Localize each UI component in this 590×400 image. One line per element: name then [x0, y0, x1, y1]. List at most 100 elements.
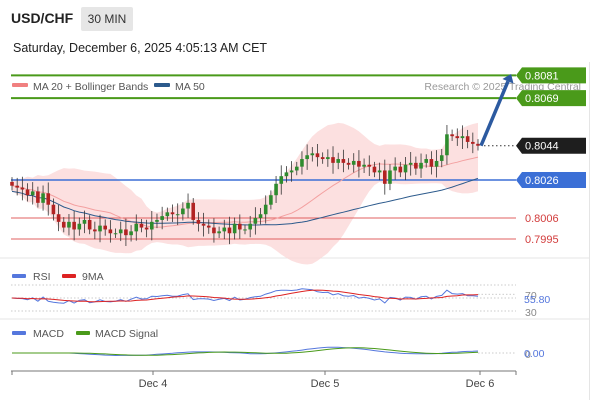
chart-area[interactable]: MA 20 + Bollinger Bands MA 50 Research ©…: [0, 62, 590, 400]
rsi-ma-swatch: [62, 274, 76, 278]
candle-body: [191, 202, 196, 220]
candle-body: [243, 229, 247, 231]
candle-body: [113, 233, 118, 235]
macd-signal-line: [12, 347, 479, 356]
candle-body: [294, 166, 299, 171]
ma20-legend-label: MA 20 + Bollinger Bands: [33, 81, 148, 93]
candle-body: [398, 166, 403, 173]
level-label-resistance-1: 0.8069: [525, 93, 559, 105]
candle-body: [310, 153, 315, 156]
interval-label: 30 MIN: [87, 12, 127, 26]
candle-body: [186, 202, 190, 209]
candle-body: [289, 170, 294, 173]
x-tick-label: Dec 5: [311, 378, 340, 390]
candle-body: [46, 193, 51, 205]
candle-body: [222, 227, 227, 232]
candle-body: [93, 229, 97, 232]
rsi-panel: [11, 284, 516, 312]
candle-body: [175, 214, 180, 216]
candle-body: [351, 160, 356, 165]
rsi-legend-label: RSI: [33, 271, 51, 283]
candle-body: [41, 193, 45, 203]
candle-body: [439, 155, 444, 161]
macd-line: [12, 346, 479, 357]
candle-body: [108, 229, 113, 234]
candle-body: [232, 223, 237, 234]
candle-body: [56, 214, 61, 222]
candle-body: [129, 231, 133, 236]
candle-body: [346, 162, 351, 165]
ma20-swatch: [12, 83, 28, 87]
candle-body: [320, 157, 325, 160]
candle-body: [61, 221, 66, 228]
ma50-legend-label: MA 50: [175, 81, 205, 93]
candle-body: [383, 170, 387, 184]
candle-body: [15, 185, 19, 188]
candle-body: [217, 231, 221, 234]
x-tick-label: Dec 6: [466, 378, 495, 390]
ma50-swatch: [154, 83, 170, 87]
candle-body: [429, 159, 434, 167]
candle-body: [372, 166, 377, 173]
bollinger-bands: [12, 122, 478, 265]
candle-body: [155, 219, 159, 222]
candle-body: [393, 166, 397, 171]
rsi-swatch: [12, 274, 26, 278]
candle-body: [201, 223, 206, 226]
candle-body: [103, 225, 107, 230]
bollinger-band-fill: [12, 122, 478, 265]
candle-body: [388, 170, 392, 184]
candle-body: [263, 204, 268, 215]
rsi-level-70-label: 70: [525, 290, 537, 302]
rsi-last-value: 55.80: [524, 294, 550, 306]
level-label-resistance-2: 0.8081: [525, 70, 559, 82]
candle-body: [419, 162, 423, 169]
candle-body: [362, 164, 366, 167]
candle-body: [300, 159, 304, 167]
interval-badge[interactable]: 30 MIN: [81, 7, 133, 31]
candle-body: [181, 208, 185, 215]
chart-header: USD/CHF 30 MIN Saturday, December 6, 202…: [0, 0, 590, 62]
main-legend: MA 20 + Bollinger Bands MA 50: [12, 81, 205, 93]
candle-body: [212, 227, 216, 234]
candlesticks: [10, 124, 480, 247]
rsi-level-30-label: 30: [525, 307, 537, 319]
candle-body: [331, 157, 335, 163]
candle-body: [274, 183, 278, 196]
candle-body: [434, 160, 439, 167]
candle-body: [367, 164, 372, 167]
candle-body: [25, 189, 30, 196]
level-label-pivot: 0.8026: [525, 175, 559, 187]
candle-body: [87, 219, 92, 230]
candle-body: [72, 221, 76, 230]
macd-panel: [12, 346, 516, 357]
candle-body: [30, 191, 35, 196]
candle-body: [341, 159, 346, 163]
level-label-support-1: 0.8006: [525, 213, 559, 225]
candle-body: [238, 223, 242, 230]
macd-last-value: 0.00: [524, 348, 545, 360]
macd-signal-swatch: [76, 331, 90, 335]
candle-body: [326, 157, 330, 160]
forecast-arrow: [479, 73, 514, 147]
level-label-box: [516, 137, 586, 154]
candle-body: [150, 221, 154, 230]
candle-body: [36, 191, 40, 203]
macd-legend-label: MACD: [33, 328, 64, 340]
level-label-box: [516, 67, 586, 84]
macd-legend: MACD MACD Signal: [12, 328, 158, 340]
price-level-labels: 0.8081 0.8069 0.8044 0.8026 0.8006 0.7995: [516, 67, 586, 246]
macd-zero-level-label: 0: [525, 349, 531, 361]
candle-body: [408, 162, 413, 165]
candle-body: [248, 223, 252, 230]
candle-body: [414, 162, 418, 169]
candle-body: [196, 219, 201, 224]
level-label-last-price: 0.8044: [525, 141, 559, 153]
candle-body: [424, 159, 429, 163]
macd-signal-legend-label: MACD Signal: [95, 328, 158, 340]
candle-body: [139, 223, 144, 228]
candle-body: [82, 219, 87, 224]
candle-body: [445, 134, 449, 156]
level-label-support-2: 0.7995: [525, 234, 559, 246]
candle-body: [336, 159, 340, 163]
